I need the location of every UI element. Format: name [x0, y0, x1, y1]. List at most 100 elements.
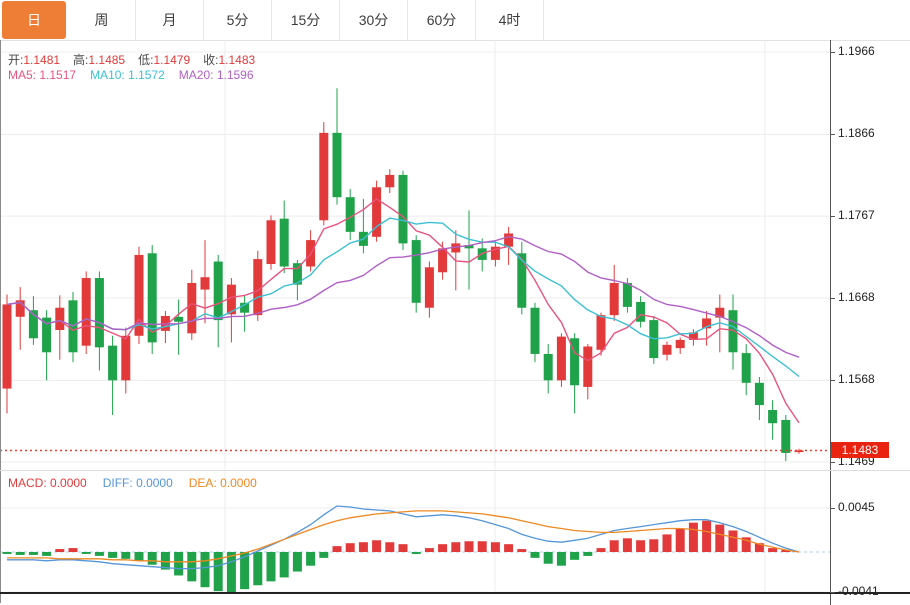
current-price-badge: 1.1483: [831, 442, 889, 459]
candle: [200, 277, 210, 290]
candle: [266, 220, 276, 265]
panel-divider: [0, 470, 910, 471]
candle: [55, 307, 65, 331]
ma10-label: MA10:: [90, 68, 125, 82]
macd-bar: [147, 552, 157, 565]
macd-bar: [358, 542, 368, 552]
macd-bar: [398, 544, 408, 552]
macd-bar: [504, 544, 514, 552]
macd-bar: [187, 552, 197, 582]
macd-bar: [636, 540, 646, 552]
macd-bar: [108, 552, 118, 558]
macd-bar: [781, 550, 791, 552]
macd-bar: [319, 552, 329, 558]
macd-label: MACD:: [8, 476, 47, 490]
candle: [332, 132, 342, 198]
tab-30min[interactable]: 30分: [340, 0, 408, 40]
candle: [2, 304, 12, 389]
candle: [134, 254, 144, 336]
tab-month[interactable]: 月: [136, 0, 204, 40]
candle: [517, 253, 527, 308]
tab-60min[interactable]: 60分: [408, 0, 476, 40]
macd-bar: [649, 539, 659, 552]
macd-bar: [81, 552, 91, 554]
ma5-label: MA5:: [8, 68, 37, 82]
macd-chart-canvas[interactable]: [0, 470, 830, 592]
close-value: 1.1483: [218, 53, 256, 67]
macd-tick-label: 0.0045: [838, 499, 875, 514]
macd-bar: [583, 552, 593, 556]
low-label: 低:: [138, 53, 154, 67]
macd-bar: [477, 541, 487, 552]
macd-bar: [451, 542, 461, 552]
macd-bar: [253, 552, 263, 586]
macd-bar: [741, 537, 751, 552]
candlestick-chart-canvas[interactable]: [0, 40, 830, 470]
ma5-value: 1.1517: [39, 68, 77, 82]
dea-value: 0.0000: [220, 476, 257, 490]
high-label: 高:: [73, 53, 89, 67]
candle: [794, 450, 804, 453]
candle: [675, 339, 685, 349]
candle: [622, 282, 632, 307]
macd-bar: [570, 552, 580, 560]
candle: [28, 310, 38, 339]
candle: [543, 353, 553, 381]
tab-week[interactable]: 周: [68, 0, 136, 40]
ma5-line: [6, 198, 800, 424]
macd-bar: [728, 530, 738, 552]
price-tick-label: 1.1668: [838, 289, 875, 304]
macd-value: 0.0000: [50, 476, 87, 490]
candle: [741, 353, 751, 383]
price-tick-label: 1.1767: [838, 208, 875, 223]
tab-15min[interactable]: 15分: [272, 0, 340, 40]
tab-5min[interactable]: 5分: [204, 0, 272, 40]
candle: [583, 346, 593, 387]
candle: [372, 187, 382, 237]
candle: [81, 278, 91, 346]
macd-bar: [464, 541, 474, 552]
tab-4hour[interactable]: 4时: [476, 0, 544, 40]
candle: [253, 259, 263, 316]
macd-bar: [702, 520, 712, 552]
macd-bar: [2, 552, 12, 554]
macd-bar: [715, 524, 725, 552]
ma20-label: MA20:: [178, 68, 214, 82]
macd-bar: [94, 552, 104, 556]
candle: [715, 307, 725, 318]
candle: [385, 174, 395, 188]
macd-bar: [385, 542, 395, 552]
candle: [451, 243, 461, 253]
macd-bar: [55, 549, 65, 552]
candle: [504, 233, 514, 247]
candle: [42, 317, 52, 353]
candle: [702, 318, 712, 329]
ohlc-readout: 开:1.1481 高:1.1485 低:1.1479 收:1.1483: [8, 51, 268, 68]
macd-tick-mark: [830, 592, 835, 594]
candle: [226, 284, 236, 315]
macd-bar: [662, 534, 672, 552]
low-value: 1.1479: [153, 53, 191, 67]
candle: [121, 335, 131, 381]
ma10-line: [6, 217, 800, 378]
macd-bar: [438, 544, 448, 552]
chart-left-border: [0, 40, 1, 603]
diff-value: 0.0000: [136, 476, 173, 490]
candle: [187, 282, 197, 334]
diff-line: [7, 505, 800, 570]
diff-label: DIFF:: [102, 476, 133, 490]
price-tick-label: 1.1568: [838, 372, 875, 387]
macd-bar: [675, 528, 685, 552]
macd-bar: [42, 552, 52, 556]
price-tick-mark: [830, 462, 835, 463]
candle: [570, 338, 580, 386]
tab-day[interactable]: 日: [2, 1, 66, 39]
macd-bar: [517, 549, 527, 552]
candle: [345, 197, 355, 232]
price-tick-mark: [830, 297, 835, 299]
candle: [411, 240, 421, 303]
candle: [728, 310, 738, 353]
price-tick-label: 1.1866: [838, 126, 875, 141]
macd-bar: [68, 548, 78, 552]
